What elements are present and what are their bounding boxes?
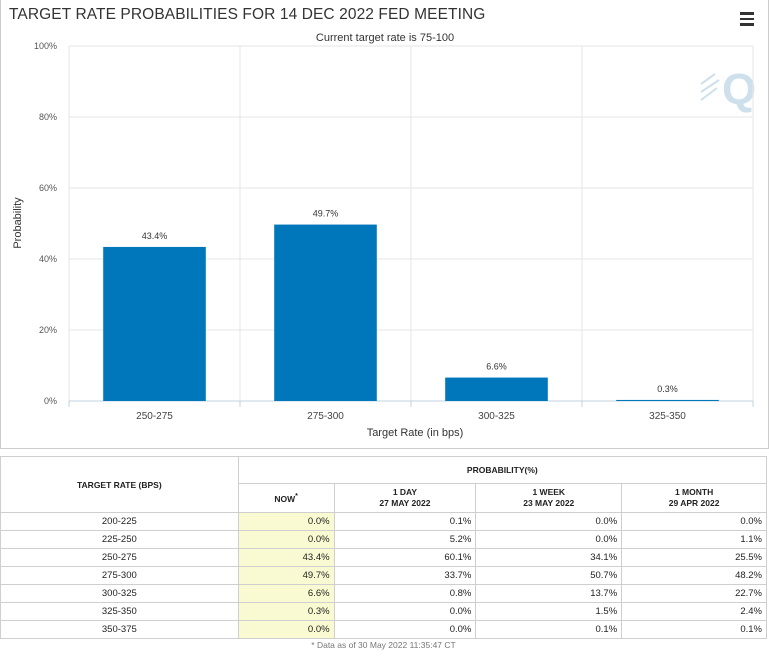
x-tick-label: 325-350 [649, 411, 686, 422]
one-week-value: 50.7% [475, 566, 623, 585]
probability-table: TARGET RATE (BPS) PROBABILITY(%) NOW* 1 D… [0, 456, 768, 639]
column-header-1: 1 DAY 27 MAY 2022 [333, 483, 477, 513]
table-row: 250-275 43.4% 60.1% 34.1% 25.5% [0, 548, 767, 567]
now-value: 0.0% [237, 530, 335, 549]
now-value: 43.4% [237, 548, 335, 567]
one-week-value: 13.7% [475, 584, 623, 603]
bar-value-label: 0.3% [657, 384, 678, 394]
rate-cell: 275-300 [0, 566, 239, 585]
y-tick-label: 20% [39, 325, 57, 335]
y-tick-label: 0% [44, 396, 57, 406]
one-week-value: 0.0% [475, 530, 623, 549]
one-month-value: 0.0% [621, 512, 767, 531]
one-month-value: 22.7% [621, 584, 767, 603]
x-tick-label: 300-325 [478, 411, 515, 422]
bar-chart: Current target rate is 75-100 Q 0% 20% 40%… [12, 32, 756, 439]
rate-cell: 200-225 [0, 512, 239, 531]
rate-cell: 325-350 [0, 602, 239, 621]
column-header-label: 1 DAY [392, 487, 418, 497]
probability-table-panel: TARGET RATE (BPS) PROBABILITY(%) NOW* 1 D… [0, 456, 768, 650]
one-month-value: 1.1% [621, 530, 767, 549]
rate-cell: 300-325 [0, 584, 239, 603]
one-day-value: 60.1% [333, 548, 477, 567]
one-day-value: 0.8% [333, 584, 477, 603]
x-tick-label: 250-275 [136, 411, 173, 422]
hamburger-menu-icon[interactable] [740, 12, 754, 26]
footnote-marker: * [295, 492, 298, 501]
chart-subtitle: Current target rate is 75-100 [316, 32, 454, 44]
column-header-label: 1 MONTH [674, 487, 714, 497]
one-day-value: 0.0% [333, 620, 477, 639]
one-month-value: 48.2% [621, 566, 767, 585]
watermark-q: Q [722, 65, 756, 114]
watermark-logo: Q [700, 65, 756, 114]
one-day-value: 0.1% [333, 512, 477, 531]
one-month-value: 0.1% [621, 620, 767, 639]
one-week-value: 34.1% [475, 548, 623, 567]
table-row: 200-225 0.0% 0.1% 0.0% 0.0% [0, 512, 767, 531]
now-value: 49.7% [237, 566, 335, 585]
column-header-label: 1 WEEK [532, 487, 566, 497]
one-month-value: 2.4% [621, 602, 767, 621]
table-row: 300-325 6.6% 0.8% 13.7% 22.7% [0, 584, 767, 603]
table-row: 350-375 0.0% 0.0% 0.1% 0.1% [0, 620, 767, 639]
data-timestamp-footnote: * Data as of 30 May 2022 11:35:47 CT [311, 640, 456, 650]
chart-title: TARGET RATE PROBABILITIES FOR 14 DEC 202… [9, 6, 486, 23]
now-value: 0.3% [237, 602, 335, 621]
one-day-value: 5.2% [333, 530, 477, 549]
y-tick-label: 60% [39, 183, 57, 193]
one-week-value: 0.0% [475, 512, 623, 531]
bar-value-label: 6.6% [486, 362, 507, 372]
bar-250-275 [103, 246, 206, 401]
bar-325-350 [616, 399, 719, 401]
chart-panel: TARGET RATE PROBABILITIES FOR 14 DEC 202… [0, 0, 769, 449]
one-day-value: 0.0% [333, 602, 477, 621]
rate-cell: 250-275 [0, 548, 239, 567]
bar-300-325 [445, 377, 548, 401]
now-value: 0.0% [237, 512, 335, 531]
probability-header: PROBABILITY(%) [237, 456, 768, 484]
now-value: 6.6% [237, 584, 335, 603]
column-header-2: 1 WEEK 23 MAY 2022 [475, 483, 623, 513]
table-row: 225-250 0.0% 5.2% 0.0% 1.1% [0, 530, 767, 549]
table-row: 325-350 0.3% 0.0% 1.5% 2.4% [0, 602, 767, 621]
column-header-date: 27 MAY 2022 [379, 498, 431, 508]
column-header-0: NOW* [237, 483, 335, 513]
bar-value-label: 43.4% [142, 231, 168, 241]
y-tick-label: 100% [34, 41, 57, 51]
target-rate-header: TARGET RATE (BPS) [0, 456, 239, 513]
column-header-label: NOW [274, 493, 296, 504]
rate-cell: 350-375 [0, 620, 239, 639]
table-row: 275-300 49.7% 33.7% 50.7% 48.2% [0, 566, 767, 585]
rate-cell: 225-250 [0, 530, 239, 549]
one-day-value: 33.7% [333, 566, 477, 585]
column-header-date: 29 APR 2022 [668, 498, 720, 508]
bar-value-label: 49.7% [313, 209, 339, 219]
y-tick-label: 80% [39, 112, 57, 122]
x-axis-title: Target Rate (in bps) [367, 427, 464, 439]
bar-275-300 [274, 224, 377, 401]
now-value: 0.0% [237, 620, 335, 639]
y-tick-label: 40% [39, 254, 57, 264]
one-month-value: 25.5% [621, 548, 767, 567]
one-week-value: 1.5% [475, 602, 623, 621]
x-tick-label: 275-300 [307, 411, 344, 422]
column-header-3: 1 MONTH 29 APR 2022 [621, 483, 767, 513]
y-axis-title: Probability [12, 197, 24, 249]
column-header-date: 23 MAY 2022 [523, 498, 575, 508]
one-week-value: 0.1% [475, 620, 623, 639]
